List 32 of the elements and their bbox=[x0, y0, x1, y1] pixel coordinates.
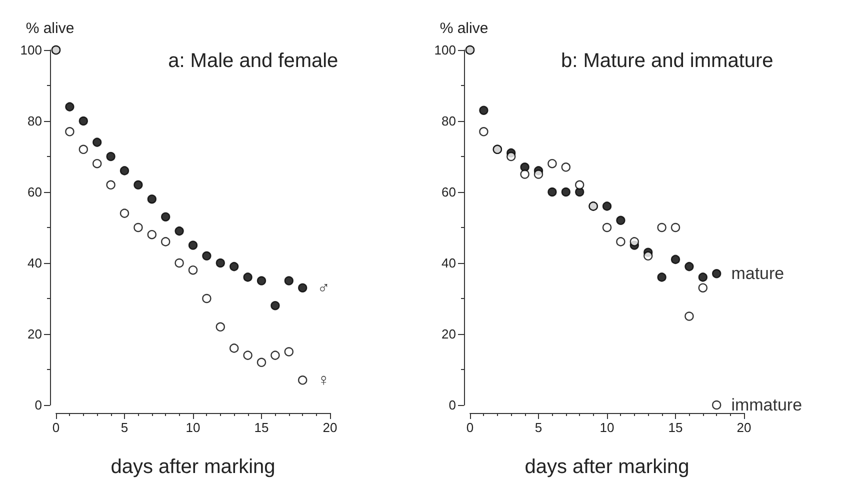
y-tick-label: 80 bbox=[28, 114, 42, 128]
series-label: mature bbox=[731, 264, 784, 284]
x-tick-label: 5 bbox=[534, 420, 542, 435]
y-tick-label: 0 bbox=[448, 398, 456, 412]
x-tick-label: 5 bbox=[120, 420, 128, 435]
y-axis-title: % alive bbox=[440, 20, 488, 37]
y-tick-label: 100 bbox=[434, 42, 456, 58]
x-tick-label: 15 bbox=[254, 420, 269, 435]
x-tick-label: 10 bbox=[186, 420, 200, 435]
y-tick-label: 20 bbox=[442, 326, 456, 342]
y-tick-label: 40 bbox=[442, 256, 456, 270]
x-tick-label: 15 bbox=[668, 420, 683, 435]
y-tick-label: 20 bbox=[28, 326, 42, 342]
y-axis-title: % alive bbox=[26, 20, 74, 37]
x-axis-title: days after marking bbox=[110, 456, 276, 478]
series-label: ♂ bbox=[317, 278, 330, 298]
series-label: immature bbox=[731, 396, 802, 414]
x-tick-label: 0 bbox=[52, 420, 60, 435]
x-tick-label: 20 bbox=[736, 420, 752, 435]
y-tick-label: 60 bbox=[28, 184, 42, 200]
chart-title: b: Mature and immature bbox=[560, 50, 774, 72]
x-tick-label: 20 bbox=[322, 420, 338, 435]
y-tick-label: 100 bbox=[20, 42, 42, 58]
y-tick-label: 80 bbox=[442, 114, 456, 128]
x-axis-title: days after marking bbox=[524, 456, 690, 478]
x-tick-label: 10 bbox=[600, 420, 614, 435]
y-tick-label: 40 bbox=[28, 256, 42, 270]
chart-title: a: Male and female bbox=[168, 50, 338, 72]
y-tick-label: 60 bbox=[442, 184, 456, 200]
series-label: ♀ bbox=[317, 370, 330, 390]
y-tick-label: 0 bbox=[34, 398, 42, 412]
x-tick-label: 0 bbox=[466, 420, 474, 435]
